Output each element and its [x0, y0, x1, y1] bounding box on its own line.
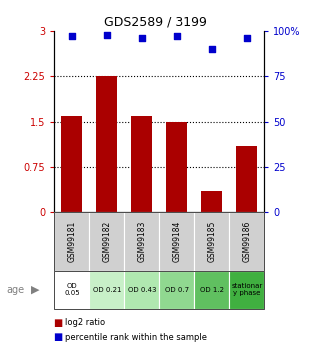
Text: ■: ■	[54, 318, 67, 327]
Bar	[61, 116, 82, 212]
Text: OD
0.05: OD 0.05	[64, 283, 80, 296]
Bar	[90, 212, 124, 271]
Bar	[131, 116, 152, 212]
Bar	[90, 271, 124, 309]
Text: OD 1.2: OD 1.2	[200, 287, 224, 293]
Bar	[54, 271, 90, 309]
Text: GDS2589 / 3199: GDS2589 / 3199	[104, 16, 207, 29]
Bar	[236, 146, 257, 212]
Text: GSM99183: GSM99183	[137, 221, 146, 262]
Text: log2 ratio: log2 ratio	[65, 318, 105, 327]
Text: ▶: ▶	[31, 285, 39, 295]
Text: stationar
y phase: stationar y phase	[231, 283, 262, 296]
Bar	[124, 212, 159, 271]
Bar	[96, 76, 117, 212]
Text: GSM99185: GSM99185	[207, 221, 216, 262]
Bar	[159, 271, 194, 309]
Bar	[229, 271, 264, 309]
Text: age: age	[6, 285, 24, 295]
Bar	[166, 122, 187, 212]
Text: OD 0.43: OD 0.43	[128, 287, 156, 293]
Point	[244, 36, 249, 41]
Text: GSM99181: GSM99181	[67, 221, 77, 262]
Text: OD 0.21: OD 0.21	[93, 287, 121, 293]
Bar	[54, 212, 90, 271]
Point	[139, 36, 144, 41]
Point	[209, 47, 214, 52]
Point	[104, 32, 109, 38]
Bar	[229, 212, 264, 271]
Bar	[159, 212, 194, 271]
Text: GSM99186: GSM99186	[242, 221, 251, 262]
Text: OD 0.7: OD 0.7	[165, 287, 189, 293]
Bar	[201, 191, 222, 212]
Text: GSM99184: GSM99184	[172, 221, 181, 262]
Text: GSM99182: GSM99182	[102, 221, 111, 262]
Bar	[124, 271, 159, 309]
Bar	[194, 271, 229, 309]
Text: percentile rank within the sample: percentile rank within the sample	[65, 333, 207, 342]
Point	[174, 34, 179, 39]
Bar	[194, 212, 229, 271]
Point	[69, 34, 74, 39]
Text: ■: ■	[54, 333, 67, 342]
